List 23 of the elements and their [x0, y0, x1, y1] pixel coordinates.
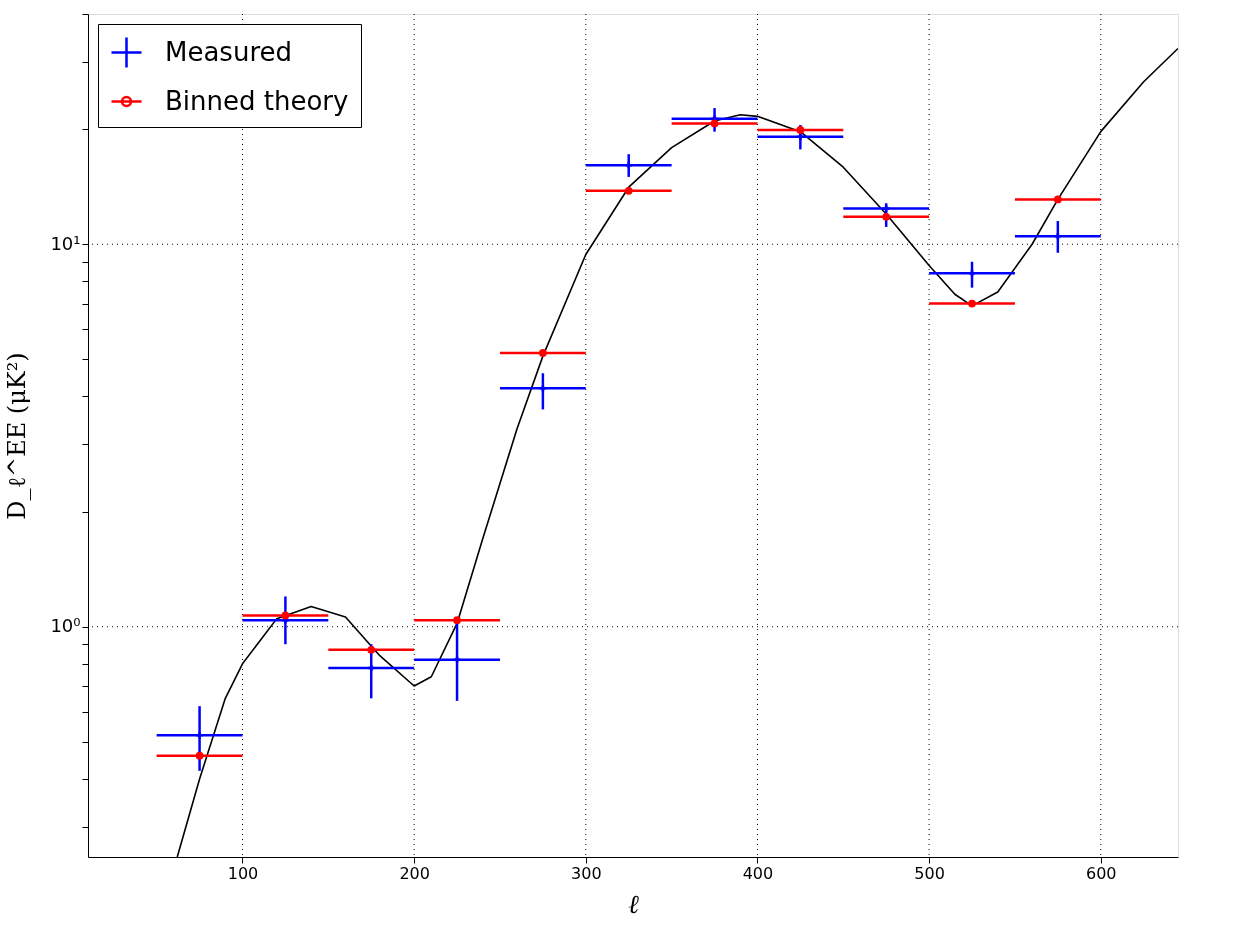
y-tick-label: 10⁰: [50, 615, 81, 637]
x-axis-title: ℓ: [628, 888, 640, 919]
point: [624, 186, 633, 195]
point: [968, 299, 976, 308]
point: [1053, 195, 1062, 204]
x-tick-label: 100: [227, 863, 259, 883]
y-tick-label: 10¹: [50, 232, 81, 254]
x-tick-label: 200: [399, 863, 430, 883]
legend-label: Measured: [165, 36, 293, 67]
point: [367, 646, 376, 654]
point: [882, 212, 891, 221]
x-tick-label: 500: [914, 863, 945, 883]
x-tick-label: 600: [1085, 863, 1117, 883]
point: [710, 119, 719, 128]
y-axis-title: D_ℓ^EE (μK²): [3, 352, 32, 520]
point: [453, 616, 461, 625]
point: [281, 611, 290, 620]
x-tick-label: 400: [742, 863, 774, 883]
legend-label: Binned theory: [165, 85, 349, 116]
point: [195, 751, 204, 760]
point: [539, 349, 547, 357]
x-tick-label: 300: [571, 863, 602, 883]
point: [796, 126, 805, 134]
